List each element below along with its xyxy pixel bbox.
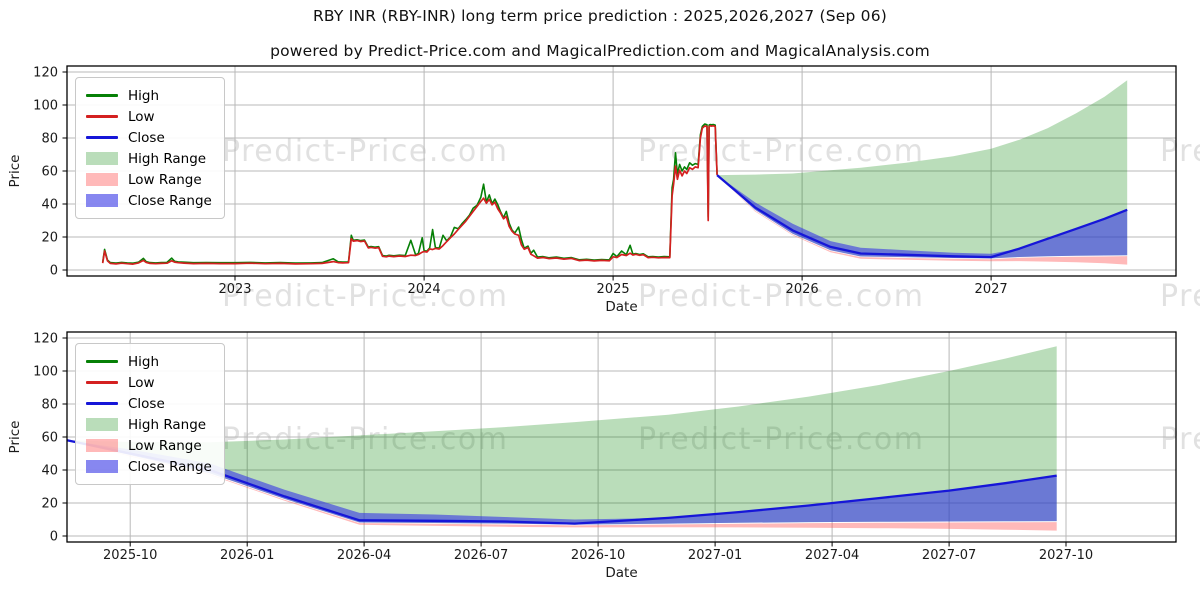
legend-label: High Range: [128, 150, 207, 167]
y-tick-label: 20: [41, 231, 58, 246]
chart1-historical-low-line: [101, 124, 718, 265]
legend-label: Low: [128, 108, 155, 125]
chart1: 2023 2024 2025 2026 2027020406080100120DateP…: [7, 65, 1177, 315]
chart1-price-axis-label: Price: [7, 155, 23, 188]
chart1-ticks: 2023 2024 2025 2026 2027 0 20 40 60 80 100 120: [33, 66, 1007, 298]
x-tick-label: 2025-10: [103, 548, 157, 563]
legend-swatch-high: [86, 360, 118, 363]
y-tick-label: 120: [33, 332, 58, 347]
page-title: RBY INR (RBY-INR) long term price predic…: [312, 7, 888, 25]
legend-item: Low Range: [86, 169, 212, 190]
chart1-legend: High Low Close High Range Low Range Close Ran…: [75, 77, 225, 219]
page-subtitle: powered by Predict-Price.com and Magical…: [270, 42, 930, 60]
x-tick-label: 2023: [218, 282, 251, 297]
legend-item: Close Range: [86, 190, 212, 211]
legend-swatch-high-range: [86, 152, 118, 165]
chart1-high-range-area: [717, 80, 1128, 259]
legend-item: Close: [86, 393, 212, 414]
chart2: 2025-10 2026-01 2026-04 2026-07 2026-10 2027-…: [7, 331, 1177, 581]
legend-label: High: [128, 353, 160, 370]
legend-item: Close Range: [86, 456, 212, 477]
x-tick-label: 2027-07: [922, 548, 976, 563]
legend-label: High: [128, 87, 160, 104]
legend-swatch-close: [86, 402, 118, 405]
chart2-high-range-area: [67, 346, 1057, 525]
y-tick-label: 100: [33, 365, 58, 380]
x-tick-label: 2026-07: [454, 548, 508, 563]
x-tick-label: 2027-04: [805, 548, 859, 563]
legend-label: Close: [128, 395, 165, 412]
y-tick-label: 80: [41, 132, 58, 147]
x-tick-label: 2026: [786, 282, 819, 297]
x-tick-label: 2026-10: [571, 548, 625, 563]
y-tick-label: 60: [41, 431, 58, 446]
y-tick-label: 80: [41, 398, 58, 413]
watermark-text: Predict-Price.com: [638, 134, 925, 169]
watermark-text: Predict-Price.com: [1160, 422, 1200, 457]
legend-item: Low Range: [86, 435, 212, 456]
x-tick-label: 2027-01: [688, 548, 742, 563]
legend-swatch-close: [86, 136, 118, 139]
legend-item: High: [86, 85, 212, 106]
legend-swatch-low-range: [86, 439, 118, 452]
x-tick-label: 2025: [597, 282, 630, 297]
legend-swatch-high: [86, 94, 118, 97]
legend-label: Close: [128, 129, 165, 146]
watermark-text: Predict-Price.com: [638, 422, 924, 457]
legend-swatch-low: [86, 381, 118, 384]
chart2-date-axis-label: Date: [605, 565, 637, 581]
y-tick-label: 0: [50, 530, 58, 545]
y-tick-label: 120: [33, 66, 58, 81]
chart1-close-range-area: [717, 175, 1128, 259]
y-tick-label: 60: [41, 165, 58, 180]
watermark-text: Predict-Price.com: [638, 279, 925, 314]
chart2-close-range-area: [67, 440, 1057, 525]
y-tick-label: 0: [50, 264, 58, 279]
legend-label: Low: [128, 374, 155, 391]
x-tick-label: 2026-01: [220, 548, 274, 563]
chart1-grid: [67, 66, 1176, 276]
legend-item: Low: [86, 372, 212, 393]
legend-swatch-high-range: [86, 418, 118, 431]
legend-label: Low Range: [128, 171, 202, 188]
x-tick-label: 2027: [975, 282, 1008, 297]
legend-item: High: [86, 351, 212, 372]
chart2-close-prediction-line: [66, 439, 1057, 525]
legend-label: Close Range: [128, 458, 212, 475]
y-tick-label: 100: [33, 99, 58, 114]
chart2-grid: [67, 332, 1176, 542]
legend-item: Low: [86, 106, 212, 127]
x-tick-label: 2024: [408, 282, 441, 297]
legend-item: Close: [86, 127, 212, 148]
y-tick-label: 40: [41, 464, 58, 479]
chart2-ticks: 2025-10 2026-01 2026-04 2026-07 2026-10 2027-…: [33, 332, 1093, 564]
watermark-text: Predict-Price.com: [222, 134, 509, 169]
y-tick-label: 40: [41, 198, 58, 213]
x-tick-label: 2027-10: [1039, 548, 1093, 563]
chart2-legend: High Low Close High Range Low Range Close Ran…: [75, 343, 225, 485]
y-tick-label: 20: [41, 497, 58, 512]
watermark-text: Predict-Price.com: [1160, 134, 1200, 169]
legend-swatch-close-range: [86, 460, 118, 473]
legend-label: Low Range: [128, 437, 202, 454]
watermark-text: Predict-Price.com: [1160, 279, 1200, 314]
legend-item: High Range: [86, 148, 212, 169]
legend-label: High Range: [128, 416, 207, 433]
legend-swatch-low-range: [86, 173, 118, 186]
chart1-close-prediction-line: [716, 174, 1128, 259]
chart1-date-axis-label: Date: [605, 299, 637, 315]
legend-item: High Range: [86, 414, 212, 435]
watermark-text: Predict-Price.com: [222, 279, 509, 314]
chart2-price-axis-label: Price: [7, 421, 23, 454]
legend-label: Close Range: [128, 192, 212, 209]
x-tick-label: 2026-04: [337, 548, 391, 563]
legend-swatch-close-range: [86, 194, 118, 207]
legend-swatch-low: [86, 115, 118, 118]
